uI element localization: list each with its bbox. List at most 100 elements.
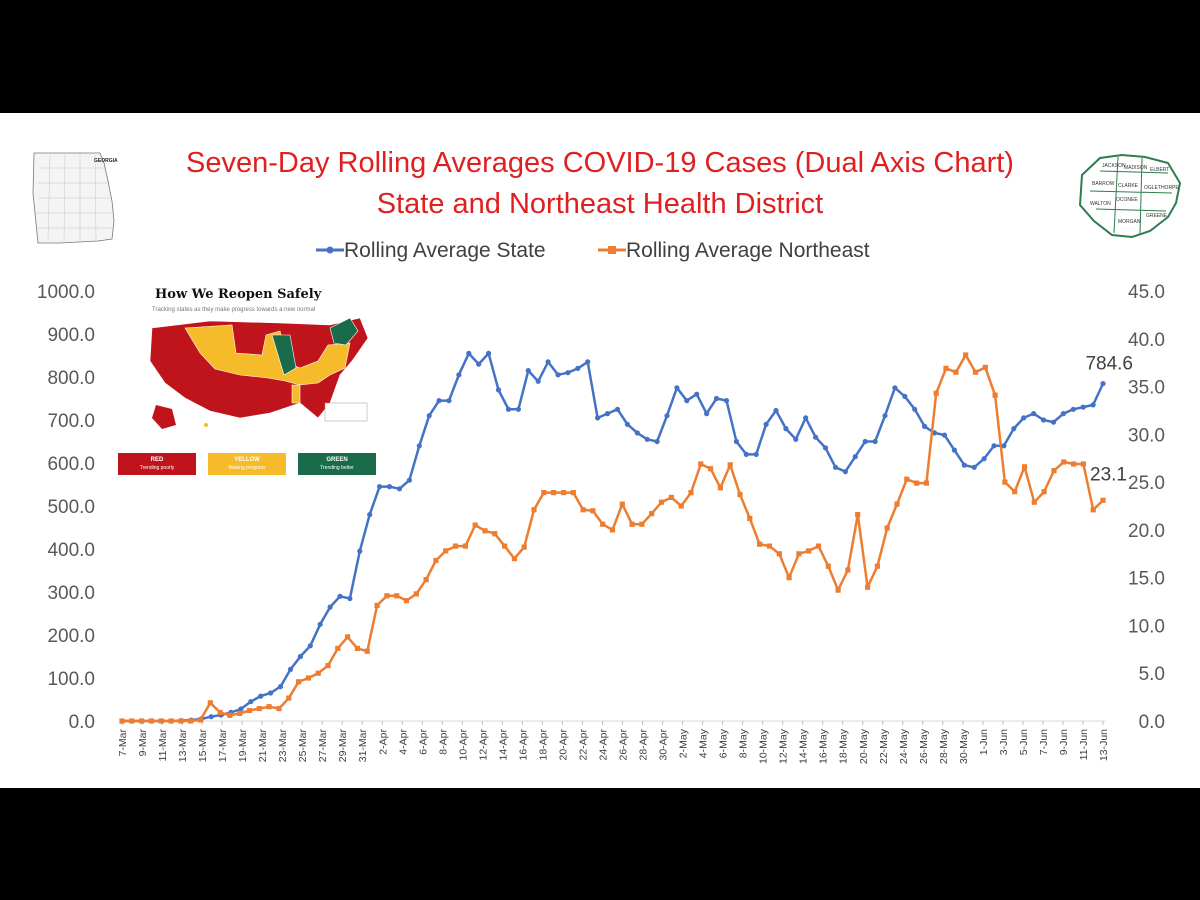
northeast-data-point: [737, 491, 743, 498]
northeast-data-point: [609, 527, 616, 533]
northeast-data-point: [560, 490, 567, 496]
northeast-data-point: [129, 718, 135, 724]
northeast-data-point: [933, 390, 939, 396]
northeast-data-point: [335, 645, 341, 651]
state-data-point: [912, 406, 918, 412]
inset-legend-green-label: GREEN: [326, 457, 347, 463]
northeast-data-point: [188, 718, 194, 724]
x-tick-label: 9-Mar: [137, 728, 149, 756]
state-data-point: [902, 393, 908, 399]
x-tick-label: 20-Apr: [557, 728, 569, 760]
state-data-point: [813, 434, 819, 440]
state-data-point: [1011, 426, 1017, 432]
state-data-point: [377, 484, 383, 490]
northeast-data-point: [1041, 489, 1047, 495]
county-label: ELBERT: [1150, 167, 1169, 173]
state-data-point: [317, 621, 323, 627]
state-data-point: [585, 359, 591, 365]
state-data-point: [753, 451, 759, 457]
x-tick-label: 1-Jun: [978, 729, 990, 755]
northeast-data-point: [835, 587, 841, 593]
northeast-data-point: [923, 480, 929, 486]
x-tick-label: 12-Apr: [477, 728, 489, 760]
northeast-data-point: [727, 462, 733, 468]
x-tick-label: 11-Mar: [157, 729, 169, 762]
state-data-point: [961, 462, 967, 468]
state-end-data-label: 784.6: [1085, 354, 1133, 375]
x-tick-label: 14-Apr: [497, 728, 509, 760]
state-data-point: [822, 445, 829, 451]
northeast-data-point: [1071, 461, 1077, 467]
y-left-tick-label: 0.0: [69, 712, 95, 733]
y-left-tick-label: 400.0: [47, 540, 95, 561]
northeast-data-point: [482, 528, 488, 534]
x-tick-label: 24-Apr: [598, 728, 610, 760]
state-data-point: [1021, 415, 1027, 421]
x-tick-label: 22-May: [878, 728, 890, 764]
y-left-tick-label: 900.0: [47, 325, 95, 346]
legend-northeast-label: Rolling Average Northeast: [626, 239, 870, 262]
state-data-point: [793, 436, 799, 442]
x-tick-label: 23-Mar: [277, 729, 289, 763]
x-tick-label: 24-May: [898, 728, 910, 764]
inset-legend-green: [298, 453, 376, 475]
state-data-point: [505, 406, 512, 412]
state-data-point: [951, 447, 958, 453]
state-data-point: [704, 411, 710, 417]
northeast-data-point: [462, 543, 468, 549]
x-tick-label: 10-May: [758, 728, 770, 764]
northeast-data-point: [629, 521, 635, 527]
state-data-point: [892, 385, 898, 391]
state-data-point: [1100, 381, 1106, 387]
northeast-data-point: [237, 710, 243, 716]
map-tooltip: [324, 402, 368, 422]
state-data-point: [287, 666, 294, 673]
state-data-point: [515, 406, 522, 412]
northeast-data-point: [590, 508, 596, 514]
northeast-data-point: [325, 663, 331, 669]
northeast-data-point: [1031, 499, 1037, 505]
state-data-point: [535, 378, 541, 384]
northeast-data-point: [364, 648, 370, 654]
x-tick-label: 3-Jun: [998, 729, 1010, 755]
x-tick-label: 26-Apr: [618, 728, 630, 760]
northeast-data-point: [433, 557, 439, 564]
state-data-point: [277, 684, 284, 690]
northeast-data-point: [423, 577, 429, 583]
y-left-tick-label: 200.0: [47, 626, 95, 647]
inset-legend-red-label: RED: [151, 457, 164, 463]
y-left-tick-label: 600.0: [47, 454, 95, 475]
y-left-tick-label: 1000.0: [37, 282, 95, 303]
state-data-point: [327, 604, 333, 610]
northeast-data-point: [580, 507, 586, 513]
northeast-data-point: [158, 718, 164, 724]
state-data-point: [347, 595, 353, 602]
usa-map: [149, 317, 369, 429]
state-data-point: [1001, 443, 1007, 449]
northeast-data-point: [600, 521, 606, 527]
x-tick-label: 16-Apr: [517, 728, 529, 760]
inset-legend-yellow-label: YELLOW: [234, 457, 260, 463]
x-tick-label: 31-Mar: [357, 729, 369, 763]
state-data-point: [1080, 404, 1086, 410]
state-data-point: [248, 699, 254, 705]
northeast-data-point: [1061, 459, 1067, 465]
northeast-data-point: [492, 531, 498, 537]
northeast-data-point: [403, 598, 410, 604]
northeast-data-point: [698, 461, 704, 467]
northeast-data-point: [148, 718, 154, 724]
y-right-tick-label: 40.0: [1128, 330, 1165, 351]
northeast-data-point: [688, 490, 694, 496]
y-right-tick-label: 5.0: [1139, 664, 1165, 685]
northeast-data-point: [502, 543, 508, 549]
legend-state-marker: [326, 246, 334, 254]
northeast-data-point: [982, 364, 988, 370]
x-tick-label: 4-May: [698, 728, 710, 758]
x-tick-label: 25-Mar: [297, 729, 309, 763]
northeast-data-point: [472, 522, 478, 528]
county-label: BARROW: [1092, 181, 1115, 187]
northeast-data-point: [776, 551, 782, 557]
northeast-data-point: [757, 541, 763, 547]
northeast-data-point: [521, 544, 527, 550]
x-tick-label: 30-Apr: [658, 728, 670, 760]
